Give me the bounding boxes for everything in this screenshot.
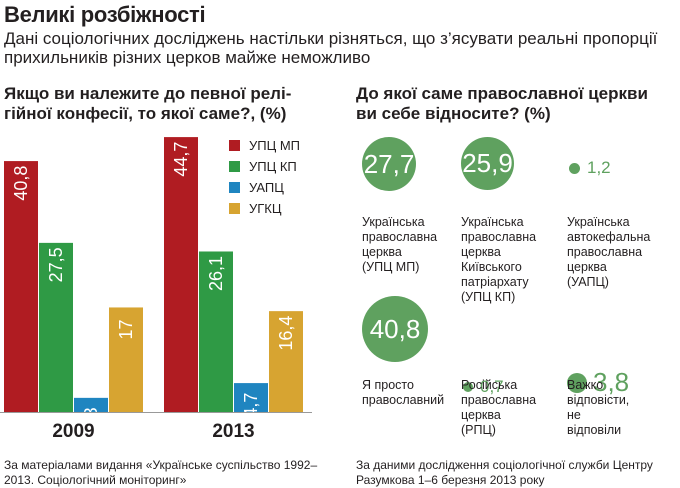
bubble-value-no-answer: 3,8 [593,367,630,398]
bar-label-ugkc-2013: 16,4 [276,316,296,351]
bubble-uapc [569,162,580,174]
bubble-rpc [463,382,473,392]
page-subtitle: Дані соціологічних досліджень настільки … [4,29,658,67]
bubble-value-rpc: 0,7 [480,376,504,396]
bubble-chart-title: До якої саме православної церкви ви себе… [356,84,676,124]
bar-ugkc-2013 [269,311,303,412]
bubble-label-upc-mp: Українська православна церква (УПЦ МП) [362,215,438,274]
bubble-label-uapc: Українська автокефальна православна церк… [567,215,651,289]
bubble-label-just-orthodox: Я просто православний [362,378,445,407]
bubble-chart-source: За даними дослідження соціологічної служ… [356,458,653,487]
bar-chart: 40,8 27,5 2,3 17 2009 44,7 26,1 4,7 16,4 2013 [0,137,312,442]
bar-chart-title-line-1: Якщо ви належите до певної релі- [4,84,292,103]
bubble-chart-title-line-2: ви себе відносите? (%) [356,104,551,123]
bar-uapc-2009 [74,397,108,412]
bar-uapc-2013 [234,383,268,412]
x-tick-label-2009: 2009 [52,421,94,442]
bar-chart-title: Якщо ви належите до певної релі- гійної … [4,84,344,124]
bar-label-upc-kp-2013: 26,1 [206,256,226,291]
bubble-no-answer [567,373,587,393]
bubble-value-upc-mp: 27,7 [363,148,415,179]
bubble-label-upc-kp: Українська православна церква Київського… [461,215,537,304]
page-title: Великі розбіжності [4,2,206,27]
bubble-value-just-orthodox: 40,8 [369,313,421,344]
bubble-value-uapc: 1,2 [587,157,611,177]
legend-label-uapc: УАПЦ [249,180,284,195]
bubble-value-upc-kp: 25,9 [462,148,513,178]
legend-label-ugkc: УГКЦ [249,201,282,216]
bubble-chart-title-line-1: До якої саме православної церкви [356,84,648,103]
legend-swatch-upc-mp [229,140,240,151]
bubble-label-no-answer: Важко відповісти, не відповіли [567,378,630,437]
bar-upc-kp-2013 [199,251,233,412]
legend-label-upc-mp: УПЦ МП [249,138,301,153]
bar-chart-title-line-2: гійної конфесії, то якої саме?, (%) [4,104,287,123]
bar-upc-kp-2009 [39,242,73,412]
bar-label-upc-mp-2009: 40,8 [11,166,31,201]
bar-label-uapc-2009: 2,3 [81,407,101,432]
bar-chart-source: За матеріалами видання «Українське суспі… [4,458,318,487]
bar-upc-mp-2013 [164,137,198,412]
bar-ugkc-2009 [109,307,143,412]
bar-upc-mp-2009 [4,161,38,412]
legend-label-upc-kp: УПЦ КП [249,159,297,174]
bar-label-upc-kp-2009: 27,5 [46,247,66,282]
legend-swatch-uapc [229,182,240,193]
bar-label-upc-mp-2013: 44,7 [171,142,191,177]
bubble-upc-kp: 25,9 [461,137,514,190]
bar-label-uapc-2013: 4,7 [241,393,261,418]
bubble-label-rpc: Російська православна церква (РПЦ) [461,378,537,437]
bar-label-ugkc-2009: 17 [116,319,136,339]
bubble-upc-mp: 27,7 [362,137,416,191]
bubble-just-orthodox: 40,8 [362,296,428,362]
legend-swatch-upc-kp [229,161,240,172]
legend-swatch-ugkc [229,203,240,214]
x-tick-label-2013: 2013 [212,421,254,442]
